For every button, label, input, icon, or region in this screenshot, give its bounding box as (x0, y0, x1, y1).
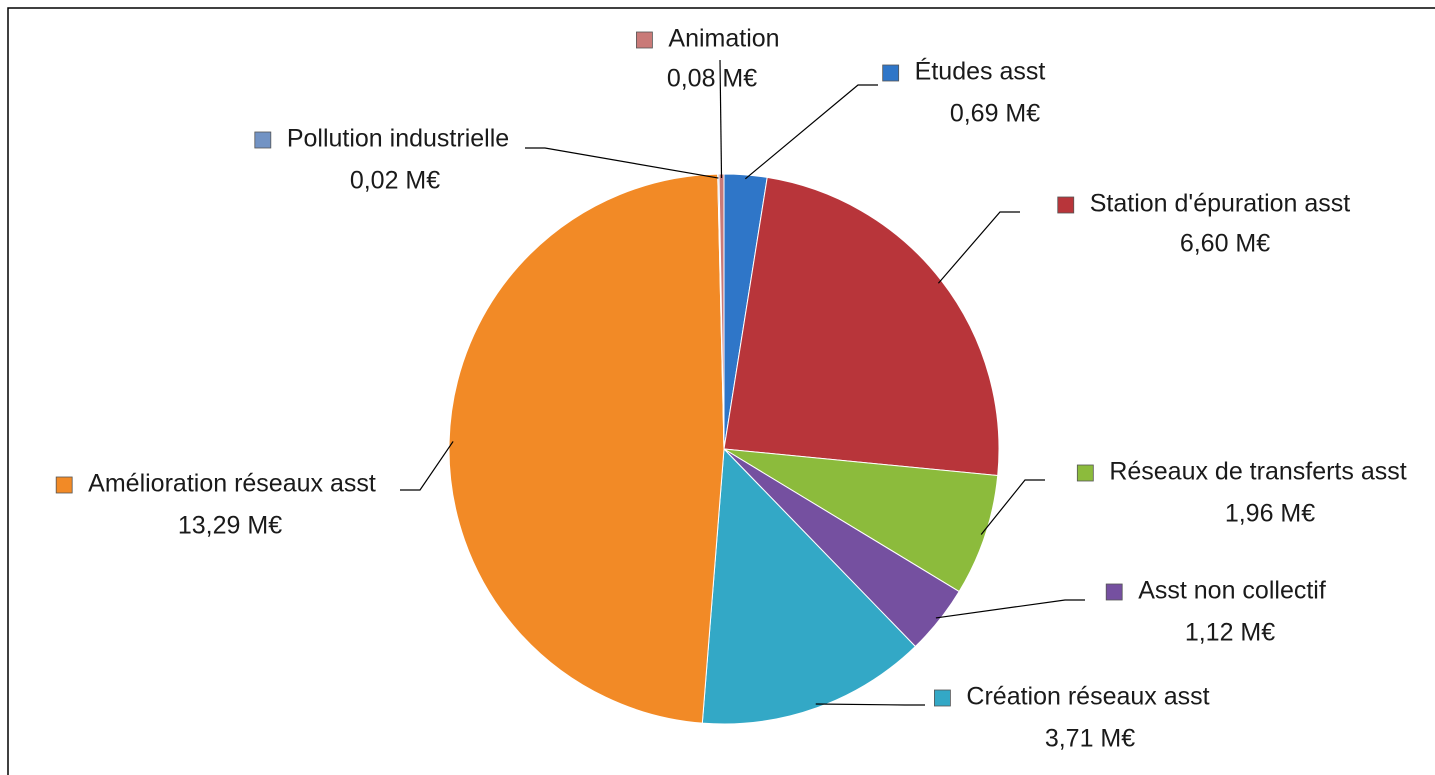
category-label: Animation (668, 25, 779, 53)
leader-line (980, 479, 1045, 535)
legend-key (1105, 583, 1123, 601)
category-label: Amélioration réseaux asst (88, 470, 376, 498)
pie-slice (723, 176, 1000, 477)
value-label: 0,02 M€ (350, 167, 440, 195)
labels: Études asst 0,69 M€ Station d'épuration as… (55, 25, 1407, 753)
leader-line (744, 84, 878, 180)
legend-key (882, 64, 900, 82)
legend-key (55, 476, 73, 494)
value-label: 1,96 M€ (1225, 500, 1315, 528)
pie (448, 173, 1000, 725)
pie-slice (723, 448, 999, 593)
category-label: Station d'épuration asst (1090, 190, 1351, 218)
legend-key (254, 131, 272, 149)
leader-line (935, 599, 1085, 619)
category-label: Pollution industrielle (287, 125, 509, 153)
leader-line (400, 441, 454, 491)
category-label: Études asst (915, 57, 1046, 86)
value-label: 0,08 M€ (667, 65, 757, 93)
category-label: Création réseaux asst (966, 683, 1209, 711)
leader-line (937, 211, 1020, 284)
legend-key (1076, 464, 1094, 482)
value-label: 6,60 M€ (1180, 230, 1270, 258)
leader-line (815, 703, 925, 706)
pie-slice (448, 173, 725, 724)
leader-line (525, 147, 719, 179)
value-label: 3,71 M€ (1045, 725, 1135, 753)
category-label: Asst non collectif (1138, 577, 1326, 605)
legend-key (636, 31, 653, 49)
value-label: 0,69 M€ (950, 100, 1040, 128)
pie-slice (701, 447, 917, 725)
leader-line (719, 59, 723, 179)
category-label: Réseaux de transferts asst (1109, 458, 1406, 486)
legend-key (934, 689, 951, 707)
legend-key (1057, 196, 1075, 214)
value-label: 13,29 M€ (178, 512, 282, 540)
value-label: 1,12 M€ (1185, 619, 1275, 647)
